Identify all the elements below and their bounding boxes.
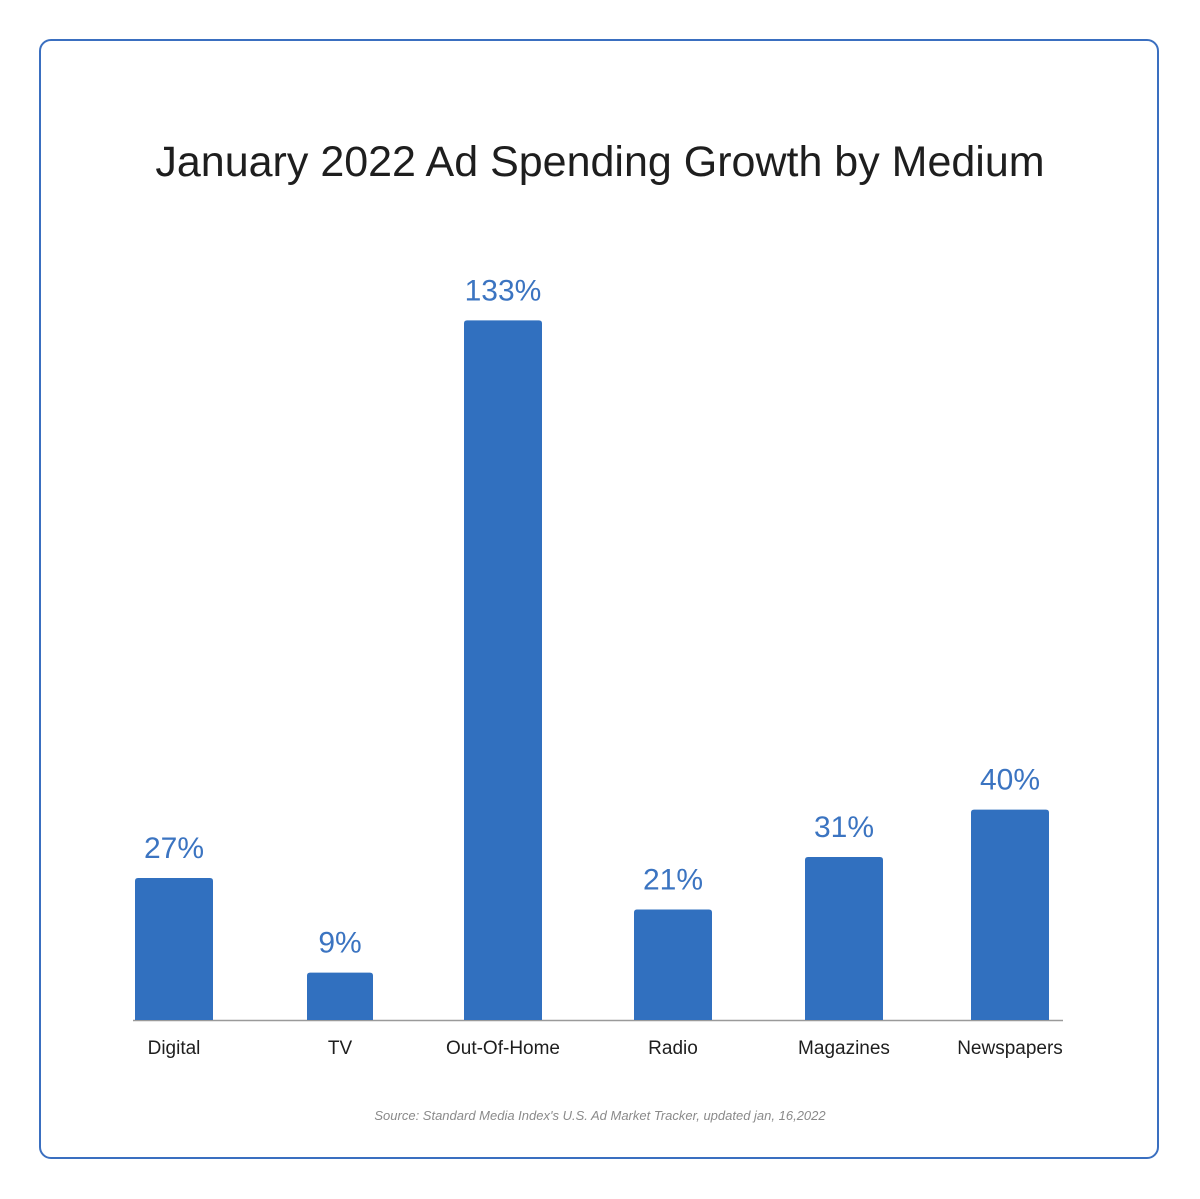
data-label: 27% bbox=[144, 832, 204, 865]
bar-tv bbox=[307, 972, 373, 1020]
category-label: Radio bbox=[648, 1038, 698, 1059]
bar-digital bbox=[135, 877, 213, 1020]
bar-newspapers bbox=[971, 809, 1049, 1020]
data-label: 31% bbox=[814, 811, 874, 844]
chart-title: January 2022 Ad Spending Growth by Mediu… bbox=[155, 138, 1045, 186]
bar-radio bbox=[634, 909, 712, 1020]
category-label: Magazines bbox=[798, 1038, 890, 1059]
data-label: 21% bbox=[643, 864, 703, 897]
bar-out-of-home bbox=[464, 320, 542, 1020]
data-label: 9% bbox=[318, 927, 361, 960]
data-label: 40% bbox=[980, 764, 1040, 797]
category-label: Newspapers bbox=[957, 1038, 1063, 1059]
data-label: 133% bbox=[465, 274, 542, 307]
category-label: Digital bbox=[148, 1038, 201, 1059]
source-note: Source: Standard Media Index's U.S. Ad M… bbox=[374, 1108, 826, 1123]
category-label: TV bbox=[328, 1038, 353, 1059]
category-label: Out-Of-Home bbox=[446, 1038, 560, 1059]
bar-magazines bbox=[805, 856, 883, 1020]
